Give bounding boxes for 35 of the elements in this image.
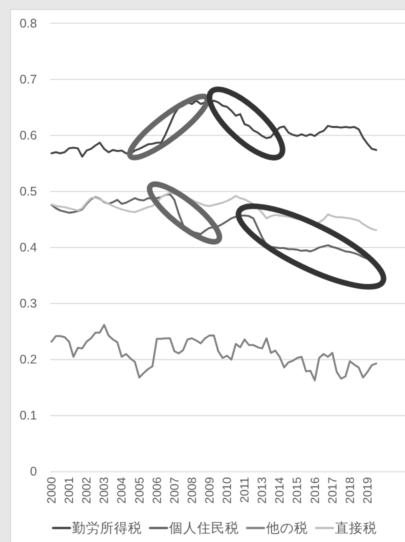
x-tick-label: 2017 bbox=[325, 476, 340, 504]
x-tick-label: 2005 bbox=[132, 476, 146, 504]
x-tick-label: 2009 bbox=[202, 476, 216, 504]
y-tick-label: 0.8 bbox=[20, 16, 38, 30]
x-tick-label: 2007 bbox=[167, 476, 182, 504]
y-tick-label: 0.3 bbox=[20, 296, 38, 311]
line-series bbox=[50, 192, 378, 232]
y-tick-label: 0.5 bbox=[20, 184, 38, 198]
x-tick-label: 2011 bbox=[238, 476, 252, 503]
x-tick-label: 2013 bbox=[255, 476, 270, 504]
y-tick-label: 0.2 bbox=[20, 352, 38, 367]
line-series bbox=[50, 100, 378, 158]
legend-label: 他の税 bbox=[266, 520, 308, 536]
y-tick-label: 0.7 bbox=[20, 72, 38, 86]
y-tick-label: 0 bbox=[30, 464, 38, 479]
x-tick-label: 2002 bbox=[80, 476, 94, 504]
x-tick-label: 2006 bbox=[150, 476, 164, 504]
x-tick-label: 2019 bbox=[360, 476, 374, 504]
x-tick-label: 2003 bbox=[97, 476, 112, 504]
x-tick-label: 2008 bbox=[184, 476, 199, 504]
y-tick-label: 0.6 bbox=[20, 128, 38, 142]
legend-label: 個人住民税 bbox=[169, 520, 239, 536]
x-tick-label: 2000 bbox=[44, 476, 58, 504]
x-tick-label: 2004 bbox=[114, 476, 129, 504]
legend-label: 勤労所得税 bbox=[72, 520, 142, 536]
x-tick-label: 2014 bbox=[272, 476, 287, 504]
y-tick-label: 0.1 bbox=[20, 408, 38, 423]
x-tick-label: 2010 bbox=[220, 476, 234, 504]
x-tick-label: 2016 bbox=[308, 476, 322, 504]
y-tick-label: 0.4 bbox=[20, 240, 38, 254]
legend-label: 直接税 bbox=[335, 520, 377, 536]
x-tick-label: 2018 bbox=[342, 476, 357, 504]
x-tick-label: 2015 bbox=[290, 476, 304, 504]
x-tick-label: 2001 bbox=[62, 476, 76, 504]
line-series bbox=[50, 324, 378, 382]
